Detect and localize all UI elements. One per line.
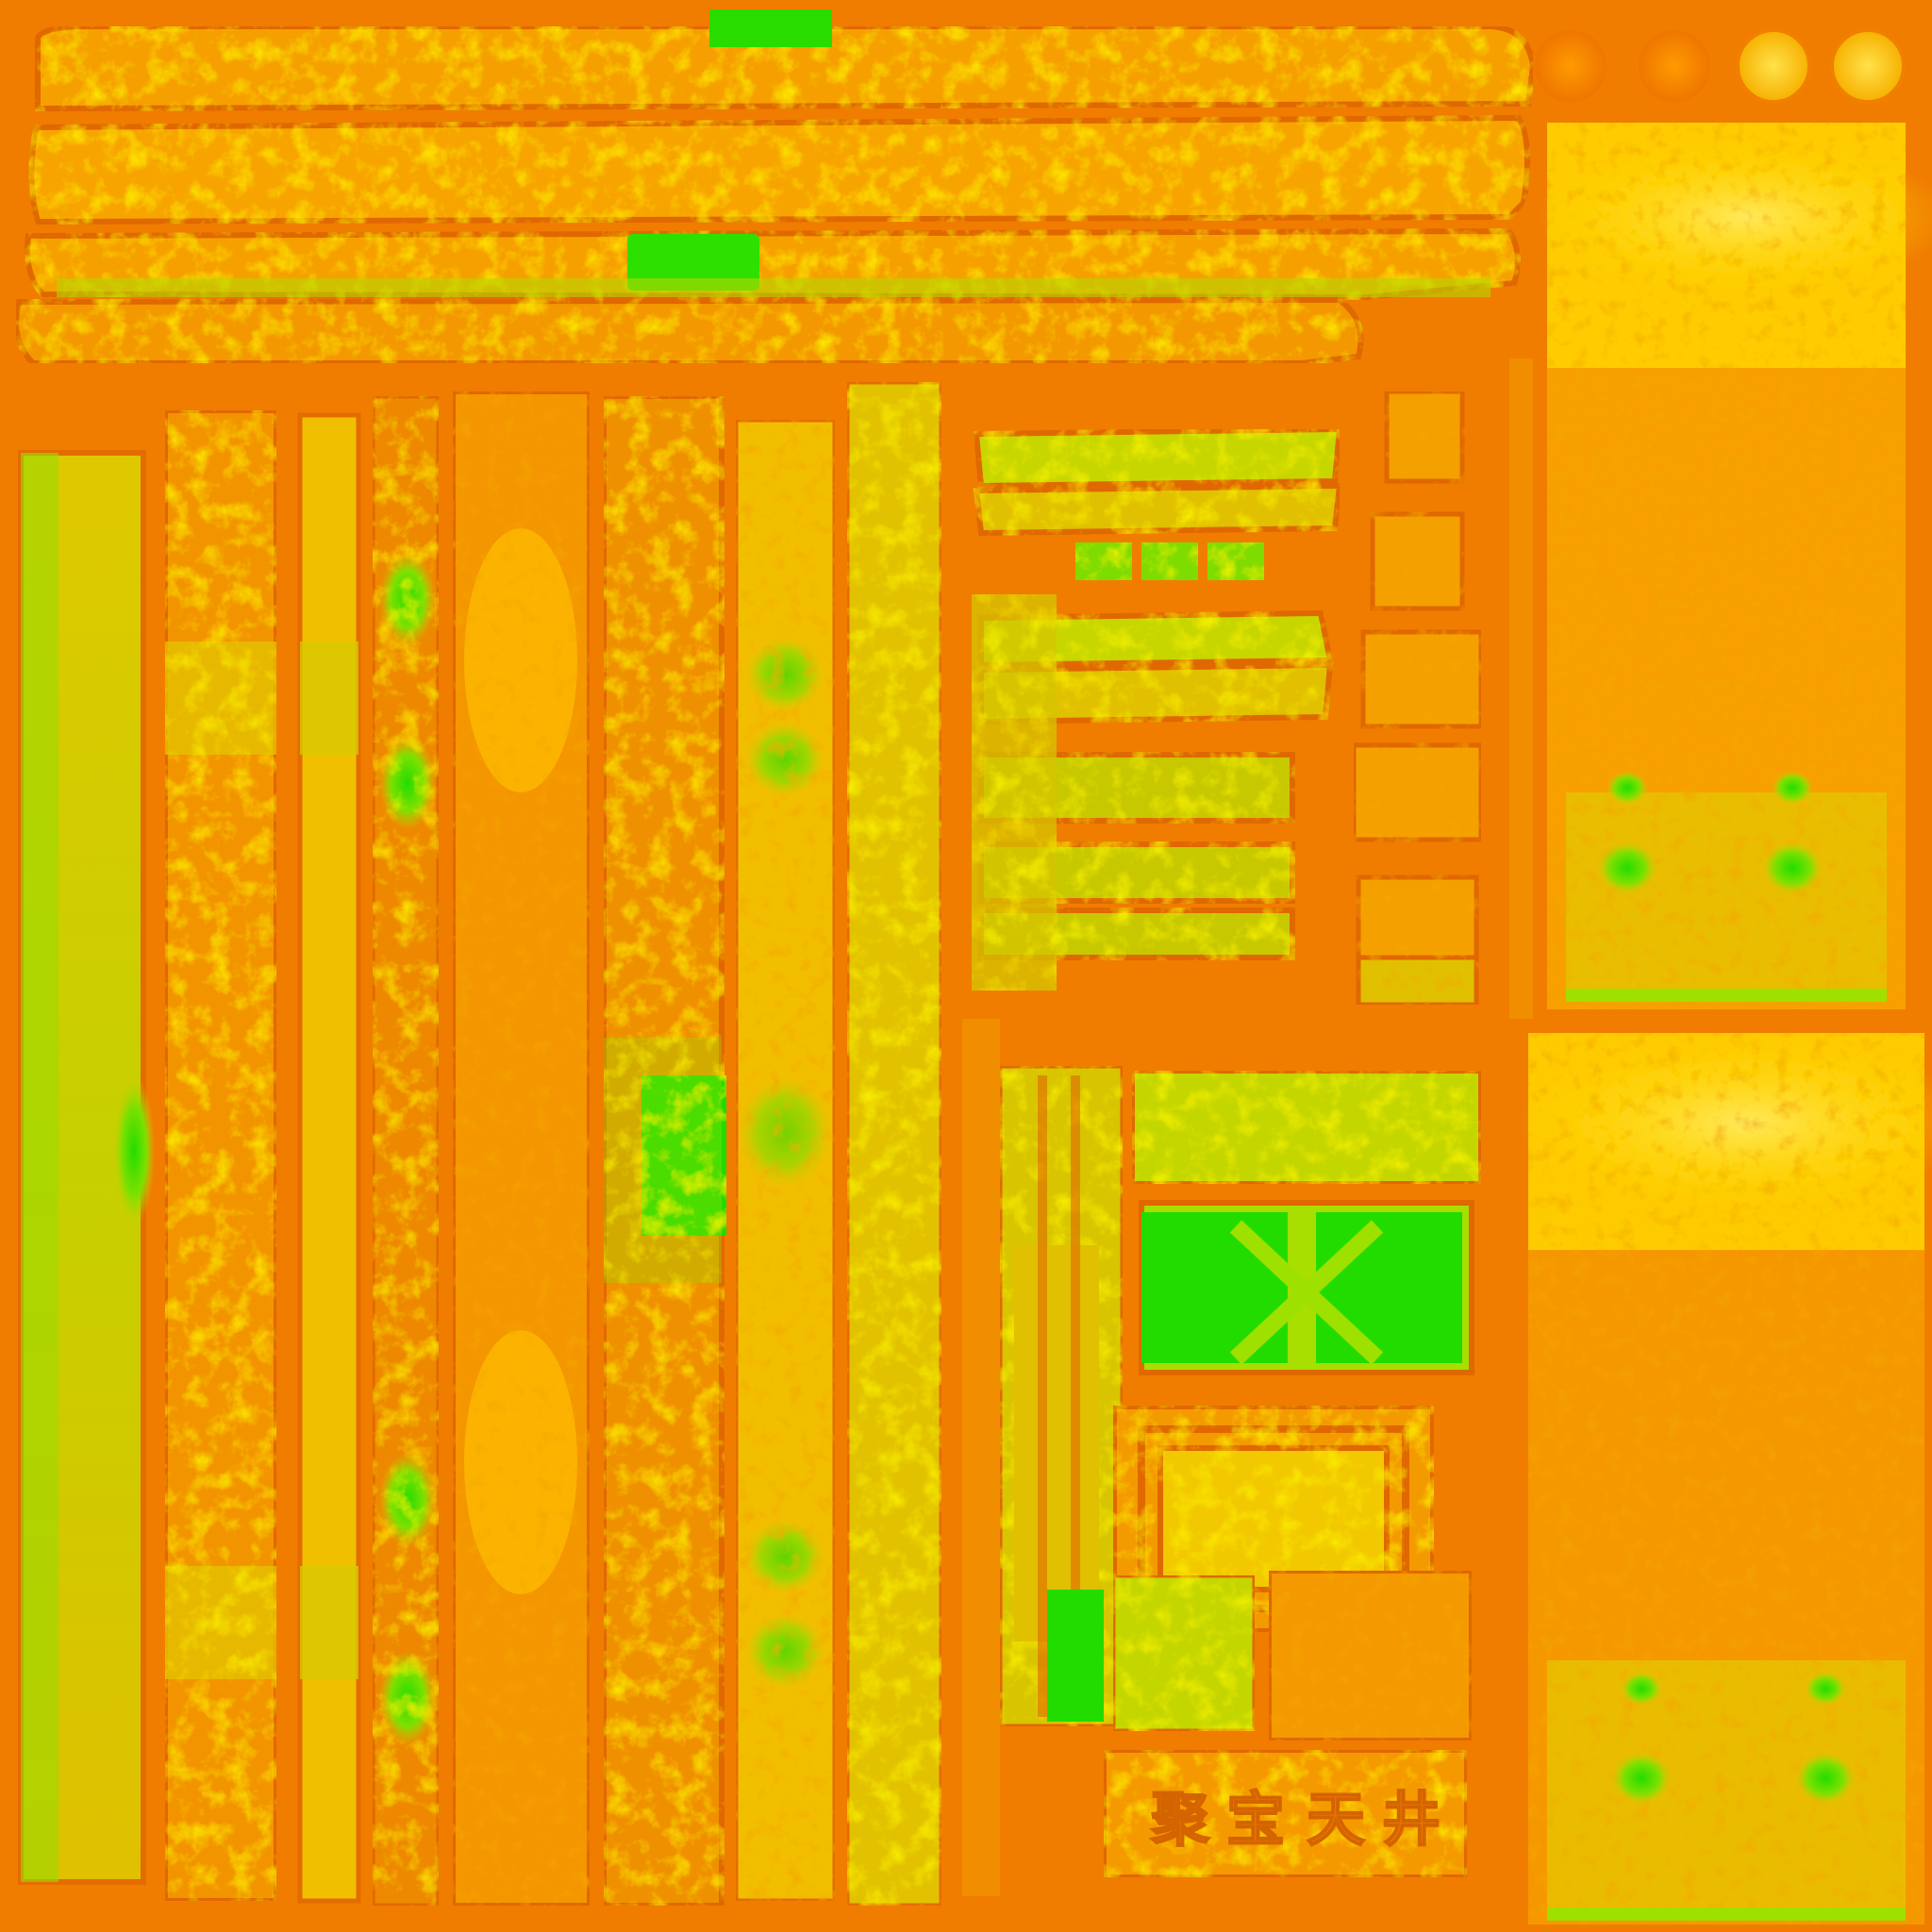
pillar-5: [450, 389, 592, 1908]
roof-green-patch-mid: [627, 234, 759, 291]
roof-beam-2: [28, 114, 1530, 225]
pillar-6: [601, 393, 726, 1908]
plaque-glyph-1: 聚: [1150, 1785, 1210, 1854]
pillar-1: [18, 450, 155, 1885]
right-panel-top: [1538, 123, 1932, 1009]
gate-door-right: [1316, 1212, 1462, 1363]
pillar-8: [844, 379, 944, 1908]
roof-lime-band: [57, 278, 1491, 297]
bracket-8: [972, 594, 1057, 991]
bracket-1: [973, 425, 1343, 490]
plaque-glyph-4: 井: [1382, 1785, 1441, 1854]
roof-green-patch-top: [709, 9, 832, 47]
block-stack: [1351, 389, 1484, 1008]
pillar-group: [18, 379, 944, 1908]
disc-4: [1830, 28, 1906, 104]
edge-accents: [962, 358, 1533, 1896]
bracket-2: [973, 482, 1343, 537]
plaque: 聚 宝 天 井: [1101, 1747, 1470, 1880]
plaque-glyph-2: 宝: [1226, 1785, 1285, 1854]
roof-beam-4: [13, 296, 1364, 366]
plaque-glyph-3: 天: [1307, 1785, 1365, 1854]
pillar-3: [297, 412, 361, 1904]
pillar-2: [162, 408, 279, 1904]
bottom-center-panels: [1047, 1568, 1474, 1743]
disc-row: [1535, 28, 1906, 104]
roof-beam-1: [35, 24, 1537, 112]
disc-3: [1736, 28, 1811, 104]
roof-beam-group: [13, 24, 1537, 366]
bracket-green-blocks: [1075, 542, 1264, 580]
disc-2: [1639, 30, 1710, 102]
pillar-7: [733, 417, 838, 1904]
gate-group: [997, 1063, 1484, 1729]
right-panel-bottom: [1519, 1033, 1932, 1924]
bracket-group: [972, 425, 1343, 991]
right-panel-bottom-ornaments: [1547, 1672, 1906, 1921]
pillar-4: [370, 393, 441, 1908]
disc-1: [1535, 30, 1607, 102]
right-panel-top-ornaments: [1566, 771, 1887, 1002]
